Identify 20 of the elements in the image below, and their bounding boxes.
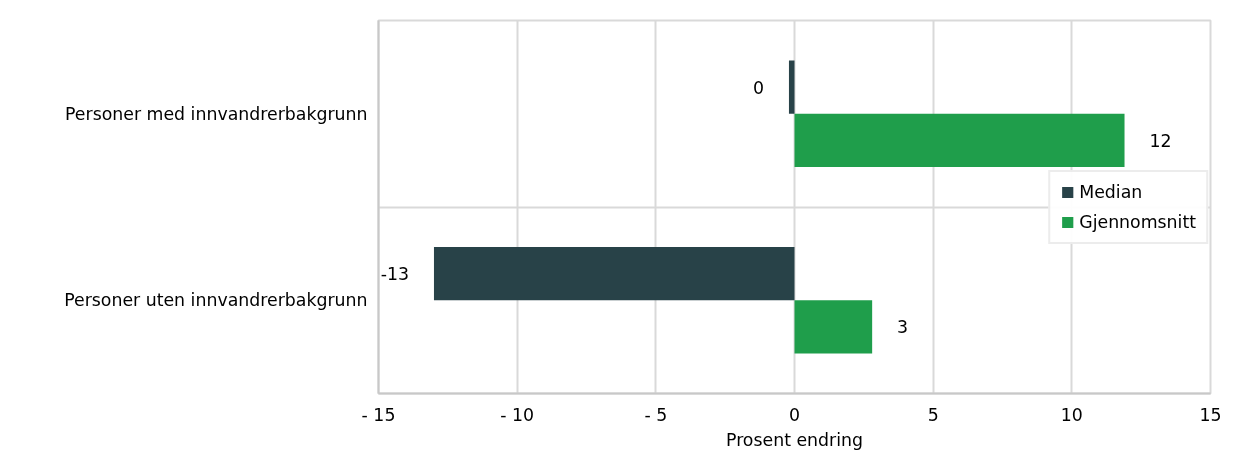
x-tick-label: 0 [788, 404, 801, 425]
x-tick-label: 15 [1199, 404, 1222, 425]
y-tick-label: Personer med innvandrerbakgrunn [65, 103, 368, 124]
x-axis-title: Prosent endring [725, 429, 864, 450]
bar [788, 60, 795, 114]
bar [433, 247, 795, 301]
data-label: 3 [897, 317, 909, 338]
x-tick-label: - 5 [644, 404, 668, 425]
legend-label: Gjennomsnitt [1079, 211, 1196, 232]
bar [794, 113, 1125, 167]
data-label: 12 [1149, 130, 1172, 151]
x-tick-label: 5 [927, 404, 939, 425]
y-tick-label: Personer uten innvandrerbakgrunn [64, 290, 368, 311]
x-tick-label: 10 [1060, 404, 1083, 425]
x-tick-label: - 10 [500, 404, 535, 425]
data-label: 0 [752, 77, 764, 98]
bar [794, 300, 873, 354]
data-label: -13 [380, 264, 410, 285]
x-tick-label: - 15 [361, 404, 396, 425]
legend-label: Median [1079, 181, 1143, 202]
